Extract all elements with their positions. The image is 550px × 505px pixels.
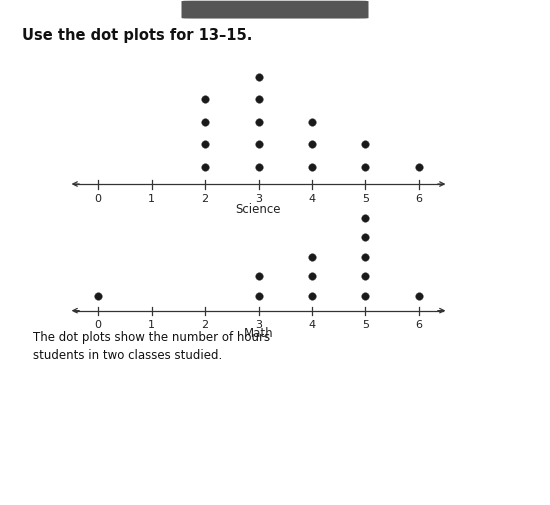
- Text: 0: 0: [95, 194, 102, 204]
- Text: 2: 2: [201, 194, 208, 204]
- Text: _ _ _ _ _ _ _ _ _: _ _ _ _ _ _ _ _ _: [44, 455, 210, 479]
- Text: 1: 1: [148, 319, 155, 329]
- Text: The dot plots show the number of hours: The dot plots show the number of hours: [33, 331, 270, 344]
- Text: 0: 0: [95, 319, 102, 329]
- Text: 2: 2: [201, 319, 208, 329]
- Text: Find the medians.: Find the medians.: [145, 336, 405, 364]
- Text: 4: 4: [309, 194, 316, 204]
- Text: Math: Math: [244, 327, 273, 339]
- Text: _ _ _ _ _ _ _ _ _: _ _ _ _ _ _ _ _ _: [146, 404, 311, 428]
- Text: 4: 4: [309, 319, 316, 329]
- Text: Science: Science: [236, 203, 281, 216]
- Text: Math:: Math:: [424, 393, 491, 417]
- Text: Use the dot plots for 13–15.: Use the dot plots for 13–15.: [22, 28, 252, 43]
- FancyBboxPatch shape: [182, 2, 368, 20]
- Text: 3: 3: [255, 194, 262, 204]
- Text: 🔇: 🔇: [402, 455, 416, 479]
- Text: 6: 6: [415, 194, 422, 204]
- Text: 6: 6: [415, 319, 422, 329]
- Text: 5: 5: [362, 319, 369, 329]
- Text: 5: 5: [362, 194, 369, 204]
- Text: students in two classes studied.: students in two classes studied.: [33, 348, 222, 362]
- Text: 3: 3: [255, 319, 262, 329]
- Text: Science:: Science:: [22, 393, 122, 417]
- Text: 1: 1: [148, 194, 155, 204]
